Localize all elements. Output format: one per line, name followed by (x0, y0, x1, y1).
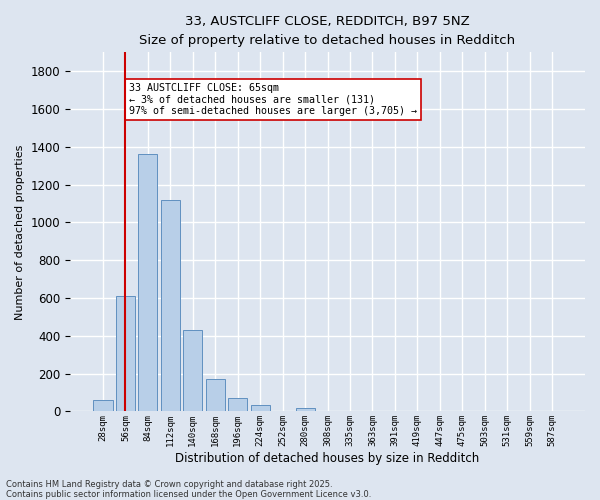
Text: 33 AUSTCLIFF CLOSE: 65sqm
← 3% of detached houses are smaller (131)
97% of semi-: 33 AUSTCLIFF CLOSE: 65sqm ← 3% of detach… (129, 82, 417, 116)
Bar (116, 296, 135, 412)
Bar (183, 330, 202, 411)
Bar (94, 400, 113, 411)
Bar (251, 405, 269, 411)
X-axis label: Distribution of detached houses by size in Redditch: Distribution of detached houses by size … (175, 452, 479, 465)
Y-axis label: Number of detached properties: Number of detached properties (15, 144, 25, 320)
Bar (161, 200, 180, 412)
Bar (139, 154, 157, 412)
Bar (296, 408, 314, 412)
Text: Contains HM Land Registry data © Crown copyright and database right 2025.
Contai: Contains HM Land Registry data © Crown c… (6, 480, 371, 499)
Bar (206, 380, 225, 412)
Title: 33, AUSTCLIFF CLOSE, REDDITCH, B97 5NZ
Size of property relative to detached hou: 33, AUSTCLIFF CLOSE, REDDITCH, B97 5NZ S… (139, 15, 515, 47)
Bar (228, 398, 247, 411)
